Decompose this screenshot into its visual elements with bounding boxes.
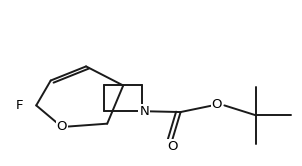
Text: O: O [167,140,177,153]
Text: O: O [212,98,222,111]
Text: N: N [140,105,149,118]
Text: F: F [16,99,23,112]
Text: O: O [57,121,67,133]
